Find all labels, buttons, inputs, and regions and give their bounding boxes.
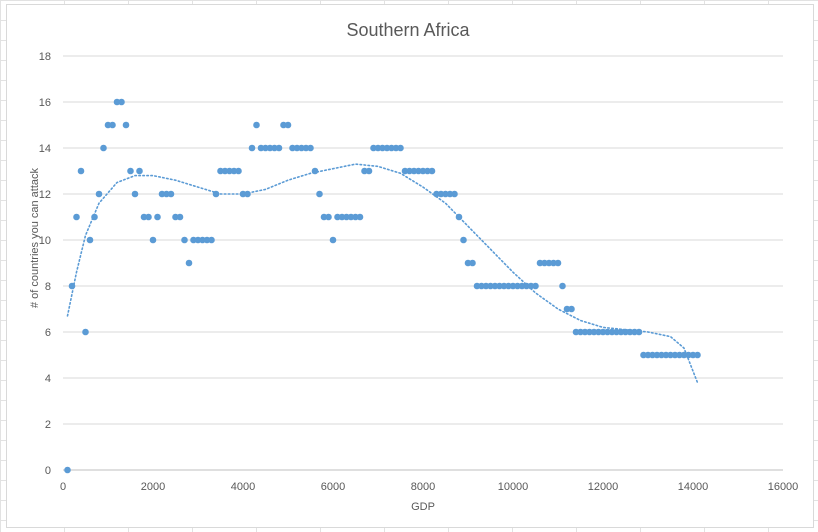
trendline-layer xyxy=(66,163,699,384)
data-point xyxy=(356,213,364,221)
chart-area[interactable] xyxy=(6,4,814,528)
data-point xyxy=(181,236,188,244)
x-tick-label: 10000 xyxy=(498,481,529,493)
data-point xyxy=(122,121,130,129)
data-point xyxy=(100,144,107,152)
data-point xyxy=(82,328,89,336)
y-tick-label: 2 xyxy=(45,419,51,431)
data-point xyxy=(455,213,463,221)
data-point xyxy=(154,213,161,221)
x-tick-labels: 0 2000 4000 6000 8000 10000 12000 14000 16000 xyxy=(60,481,798,493)
data-point xyxy=(109,121,116,129)
points-layer xyxy=(64,98,701,474)
data-point xyxy=(68,282,76,290)
data-point xyxy=(554,259,562,267)
x-tick-label: 14000 xyxy=(678,481,709,493)
data-point xyxy=(329,236,337,244)
data-point xyxy=(451,190,458,198)
data-point xyxy=(212,190,220,198)
x-tick-label: 12000 xyxy=(588,481,619,493)
data-point xyxy=(235,167,242,175)
y-tick-label: 10 xyxy=(39,235,51,247)
data-point xyxy=(86,236,94,244)
data-point xyxy=(311,167,319,175)
x-tick-label: 8000 xyxy=(411,481,435,493)
data-point xyxy=(167,190,175,198)
data-point xyxy=(325,213,332,221)
data-point xyxy=(568,305,575,313)
data-point xyxy=(77,167,85,175)
data-point xyxy=(131,190,139,198)
data-point xyxy=(208,236,215,244)
data-point xyxy=(248,144,256,152)
y-tick-label: 0 xyxy=(45,465,51,477)
data-point xyxy=(694,351,701,359)
x-tick-label: 6000 xyxy=(321,481,345,493)
data-point xyxy=(73,213,80,221)
data-point xyxy=(397,144,404,152)
x-tick-label: 0 xyxy=(60,481,66,493)
x-tick-label: 4000 xyxy=(231,481,255,493)
data-point xyxy=(253,121,260,129)
data-point xyxy=(136,167,143,175)
data-point xyxy=(91,213,98,221)
trendline xyxy=(66,163,699,384)
data-point xyxy=(118,98,125,106)
data-point xyxy=(559,282,566,290)
y-tick-label: 18 xyxy=(39,51,51,63)
data-point xyxy=(460,236,467,244)
x-tick-label: 16000 xyxy=(768,481,799,493)
data-point xyxy=(532,282,539,290)
y-tick-label: 12 xyxy=(39,189,51,201)
data-point xyxy=(185,259,193,267)
y-tick-label: 6 xyxy=(45,327,51,339)
data-point xyxy=(428,167,436,175)
data-point xyxy=(307,144,314,152)
data-point xyxy=(95,190,103,198)
data-point xyxy=(635,328,643,336)
y-tick-labels: 0 2 4 6 8 10 12 14 16 18 xyxy=(39,51,51,477)
data-point xyxy=(284,121,292,129)
y-tick-label: 4 xyxy=(45,373,51,385)
x-axis-label: GDP xyxy=(411,501,435,513)
data-point xyxy=(176,213,184,221)
data-point xyxy=(244,190,251,198)
data-point xyxy=(145,213,152,221)
y-tick-label: 8 xyxy=(45,281,51,293)
x-tick-label: 2000 xyxy=(141,481,165,493)
data-point xyxy=(469,259,476,267)
gridlines xyxy=(63,55,783,471)
data-point xyxy=(316,190,323,198)
data-point xyxy=(365,167,373,175)
y-tick-label: 16 xyxy=(39,97,51,109)
data-point xyxy=(64,466,71,474)
chart-title: Southern Africa xyxy=(346,20,470,40)
data-point xyxy=(149,236,157,244)
y-tick-label: 14 xyxy=(39,143,51,155)
data-point xyxy=(275,144,283,152)
y-axis-label: # of countries you can attack xyxy=(29,167,41,308)
data-point xyxy=(127,167,134,175)
